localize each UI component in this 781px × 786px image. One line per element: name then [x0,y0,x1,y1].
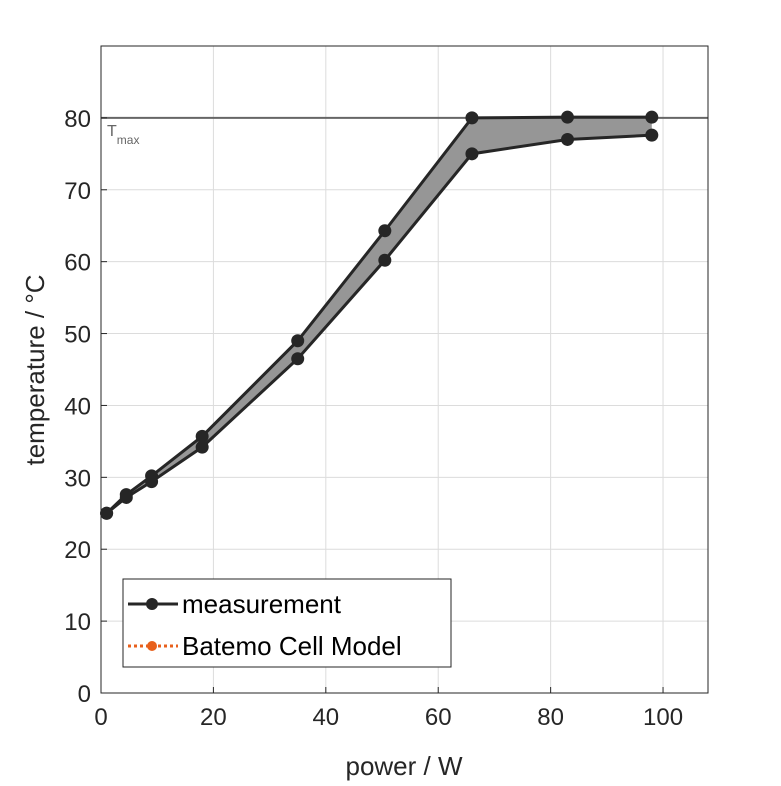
data-point [465,111,479,125]
x-tick-label: 20 [200,704,227,731]
data-point [291,334,305,348]
y-tick-label: 80 [64,106,91,133]
grid [100,46,708,694]
data-point [378,224,392,238]
legend-entry-batemo: Batemo Cell Model [182,631,402,661]
data-point [145,475,159,489]
y-tick-label: 40 [64,393,91,420]
data-point [378,253,392,267]
x-tick-label: 60 [425,704,452,731]
legend: measurement Batemo Cell Model [122,578,452,668]
tmax-label: Tmax [107,123,139,147]
x-tick-label: 0 [94,704,107,731]
x-tick-label: 40 [312,704,339,731]
legend-entry-measurement: measurement [182,589,342,619]
y-tick-label: 10 [64,609,91,636]
band-area [106,117,652,514]
data-point [195,440,209,454]
band-fill [106,117,652,514]
axes: 0 20 40 60 80 100 0 10 20 30 40 50 60 70 80 [64,45,709,731]
x-tick-label: 100 [643,704,683,731]
y-tick-label: 50 [64,322,91,349]
data-point [291,352,305,366]
data-point [465,147,479,161]
axes-box [100,45,709,694]
data-point [119,490,133,504]
y-tick-label: 20 [64,537,91,564]
y-axis-label: temperature / °C [20,274,50,465]
y-tick-label: 60 [64,250,91,277]
series [100,110,659,520]
data-point [645,110,659,124]
series-line-1 [105,133,652,515]
y-tick-label: 30 [64,465,91,492]
y-tick-label: 70 [64,178,91,205]
data-point [100,506,114,520]
data-point [560,110,574,124]
x-axis-label: power / W [345,751,462,781]
data-point [645,128,659,142]
data-point [195,429,209,443]
y-tick-label: 0 [78,681,91,708]
data-point [560,132,574,146]
x-tick-label: 80 [537,704,564,731]
